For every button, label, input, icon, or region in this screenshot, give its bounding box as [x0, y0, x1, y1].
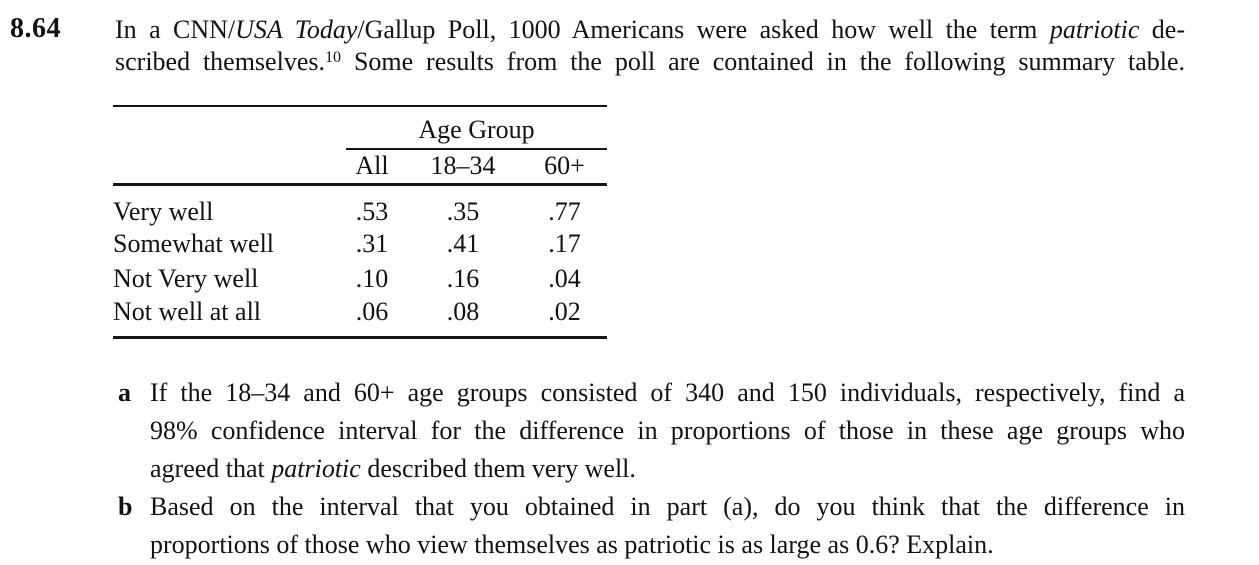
cell-value: .02: [548, 296, 581, 326]
cell-value: .31: [355, 229, 389, 258]
table-row-not-well-at-all: Not well at all .06 .08 .02: [113, 297, 607, 338]
cell-value: .16: [446, 264, 480, 293]
italic-patriotic: patriotic: [1049, 15, 1140, 44]
cell-value: .04: [548, 264, 581, 293]
footnote-superscript: 10: [324, 48, 342, 66]
table-row-not-very-well: Not Very well .10 .16 .04: [113, 262, 607, 297]
row-label: Not Very well: [113, 264, 259, 293]
text-segment: In a CNN/: [115, 15, 236, 44]
part-b-line-1: Based on the interval that you obtained …: [150, 492, 1185, 521]
part-b: b Based on the interval that you obtaine…: [118, 488, 1185, 564]
row-label: Somewhat well: [113, 229, 275, 258]
table-row-somewhat-well: Somewhat well .31 .41 .17: [113, 227, 607, 262]
problem-statement: In a CNN/USA Today/Gallup Poll, 1000 Ame…: [115, 14, 1185, 82]
cell-value: .53: [355, 196, 389, 226]
problem-number: 8.64: [10, 13, 61, 44]
summary-table: Age Group All 18–34 60+ Very well .53 .3…: [113, 105, 608, 339]
part-a: a If the 18–34 and 60+ age groups consis…: [118, 374, 1185, 488]
text-segment: scribed themselves.: [115, 47, 325, 76]
row-label: Not well at all: [113, 296, 262, 326]
column-header-all: All: [340, 150, 404, 186]
text-segment: described them very well.: [360, 454, 636, 483]
cell-value: .35: [446, 196, 480, 226]
age-group-header: Age Group: [346, 115, 608, 150]
text-segment: de-: [1139, 15, 1185, 44]
cell-value: .10: [355, 264, 389, 293]
empty-cell: [113, 106, 340, 150]
italic-usa-today: USA Today: [235, 15, 358, 44]
empty-cell: [113, 150, 340, 186]
italic-patriotic: patriotic: [271, 454, 361, 483]
part-b-marker: b: [118, 492, 133, 521]
part-a-line-3: agreed that patriotic described them ver…: [150, 450, 1185, 488]
column-header-60-plus: 60+: [522, 150, 608, 186]
part-b-line-2: proportions of those who view themselves…: [150, 530, 994, 559]
part-a-text: If the 18–34 and 60+ age groups consiste…: [150, 374, 1185, 488]
cell-value: .17: [548, 229, 581, 258]
question-parts: a If the 18–34 and 60+ age groups consis…: [118, 374, 1185, 564]
cell-value: .06: [355, 296, 389, 326]
column-header-18-34: 18–34: [404, 150, 522, 186]
cell-value: .08: [446, 296, 480, 326]
table-group-header-row: Age Group: [113, 106, 608, 150]
part-b-text: Based on the interval that you obtained …: [150, 488, 1185, 564]
row-label: Very well: [113, 196, 214, 226]
summary-table-container: Age Group All 18–34 60+ Very well .53 .3…: [113, 105, 608, 339]
problem-statement-line-1: In a CNN/USA Today/Gallup Poll, 1000 Ame…: [115, 14, 1185, 46]
table-column-header-row: All 18–34 60+: [113, 150, 608, 186]
part-a-line-1: If the 18–34 and 60+ age groups consiste…: [150, 378, 1185, 407]
part-a-marker: a: [118, 378, 131, 407]
text-segment: Some results from the poll are contained…: [341, 47, 1186, 76]
age-group-header-cell: Age Group: [340, 106, 608, 150]
cell-value: .77: [548, 196, 581, 226]
text-segment: /Gallup Poll, 1000 Americans were asked …: [357, 15, 1050, 44]
problem-statement-line-2: scribed themselves.10 Some results from …: [115, 46, 1185, 82]
part-a-line-2: 98% confidence interval for the differen…: [150, 416, 1185, 445]
text-segment: agreed that: [150, 454, 272, 483]
table-row-very-well: Very well .53 .35 .77: [113, 184, 607, 227]
cell-value: .41: [446, 229, 480, 258]
